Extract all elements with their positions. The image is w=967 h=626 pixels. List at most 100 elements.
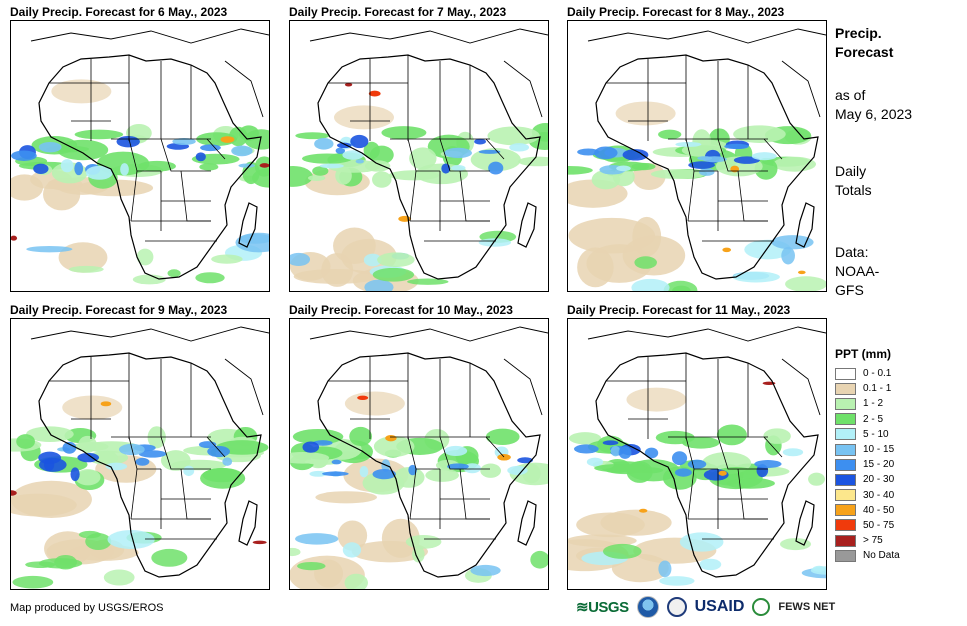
rain-area	[211, 254, 243, 264]
legend-item: 0 - 0.1	[835, 366, 900, 381]
asof-line2: May 6, 2023	[835, 106, 913, 122]
country-border	[763, 138, 783, 160]
fews-net-logo: FEWS NET	[778, 601, 836, 613]
rain-area	[487, 126, 540, 146]
rain-area	[312, 166, 329, 176]
rain-area	[342, 542, 362, 558]
country-border	[485, 436, 505, 458]
dry-patch	[11, 174, 44, 201]
madagascar-outline	[795, 202, 815, 248]
extreme-rain-spot	[718, 470, 727, 476]
rain-area	[244, 129, 269, 150]
extreme-rain-spot	[252, 540, 267, 545]
usaid-logo: USAID	[694, 598, 745, 615]
heavy-rain-area	[355, 159, 365, 164]
rain-area	[290, 252, 311, 267]
heavy-rain-area	[688, 161, 715, 169]
panel-title-3: Daily Precip. Forecast for 8 May., 2023	[567, 5, 785, 19]
rain-area	[530, 550, 548, 569]
dry-patch	[577, 247, 614, 288]
map-svg	[568, 326, 826, 586]
heavy-rain-area	[38, 141, 62, 153]
heavy-rain-area	[675, 141, 702, 147]
rain-area	[229, 126, 248, 147]
rain-area	[773, 156, 817, 172]
rain-area	[771, 235, 814, 250]
africa-outline	[38, 54, 262, 280]
rain-area	[335, 166, 352, 185]
rain-area	[297, 561, 326, 571]
fews-globe-icon	[752, 598, 771, 616]
rain-area	[682, 436, 720, 449]
country-border	[206, 138, 226, 160]
rain-area	[699, 558, 722, 571]
legend-label: 15 - 20	[863, 459, 895, 471]
rain-area	[72, 442, 109, 452]
heavy-rain-area	[116, 135, 140, 148]
legend-label: 5 - 10	[863, 428, 889, 440]
legend-label: 50 - 75	[863, 519, 895, 531]
noaa-logo-icon	[636, 596, 659, 618]
rain-area	[290, 166, 313, 187]
rain-area	[94, 451, 119, 465]
legend-swatch	[835, 473, 856, 486]
rain-area	[369, 145, 394, 165]
heavy-rain-area	[39, 457, 67, 472]
heavy-rain-area	[331, 459, 342, 465]
rain-area	[239, 233, 269, 244]
rain-area	[344, 573, 368, 589]
country-border	[160, 436, 211, 470]
heavy-rain-area	[674, 468, 692, 477]
heavy-rain-area	[60, 159, 74, 173]
dry-patch	[11, 493, 77, 517]
map-panel-3	[567, 20, 827, 292]
heavy-rain-area	[408, 464, 417, 476]
dry-patch	[626, 387, 687, 412]
map-svg	[568, 28, 826, 291]
rain-area	[405, 535, 442, 549]
africa-outline	[317, 352, 541, 578]
rain-area	[151, 548, 188, 567]
heavy-rain-area	[207, 445, 230, 458]
rain-area	[663, 280, 698, 291]
heavy-rain-area	[671, 451, 688, 466]
heavy-rain-area	[322, 471, 349, 477]
rain-area	[658, 129, 682, 140]
legend-label: 2 - 5	[863, 413, 884, 425]
dry-patch	[632, 216, 662, 257]
legend-swatch	[835, 504, 856, 517]
legend-swatch	[835, 489, 856, 502]
rain-area	[785, 276, 826, 291]
heavy-rain-area	[474, 138, 486, 145]
dry-patch	[381, 518, 420, 558]
rain-area	[377, 252, 415, 268]
credit-text: Map produced by USGS/EROS	[10, 602, 164, 614]
country-border	[409, 170, 417, 222]
country-border	[180, 170, 211, 222]
rain-area	[627, 459, 680, 482]
country-border	[687, 468, 695, 520]
extreme-rain-spot	[344, 82, 353, 87]
map-panel-4	[10, 318, 270, 590]
rain-area	[103, 569, 135, 586]
dry-patch	[62, 395, 123, 420]
rain-area	[349, 426, 373, 447]
heavy-rain-area	[359, 465, 369, 478]
legend-label: > 75	[863, 535, 883, 547]
rain-area	[679, 532, 724, 552]
panel-title-4: Daily Precip. Forecast for 9 May., 2023	[10, 303, 228, 317]
heavy-rain-area	[222, 457, 233, 466]
rain-area	[470, 148, 521, 172]
africa-outline	[595, 352, 819, 578]
rain-area	[470, 564, 501, 577]
rain-area	[658, 560, 672, 578]
data-line1: Data:	[835, 244, 869, 260]
rain-area	[485, 428, 520, 446]
panel-title-1: Daily Precip. Forecast for 6 May., 2023	[10, 5, 228, 19]
legend-label: 20 - 30	[863, 474, 895, 486]
rain-area	[308, 174, 326, 181]
heavy-rain-area	[138, 450, 167, 458]
country-border	[206, 436, 226, 458]
asof-line1: as of	[835, 87, 866, 103]
heavy-rain-area	[782, 448, 804, 457]
